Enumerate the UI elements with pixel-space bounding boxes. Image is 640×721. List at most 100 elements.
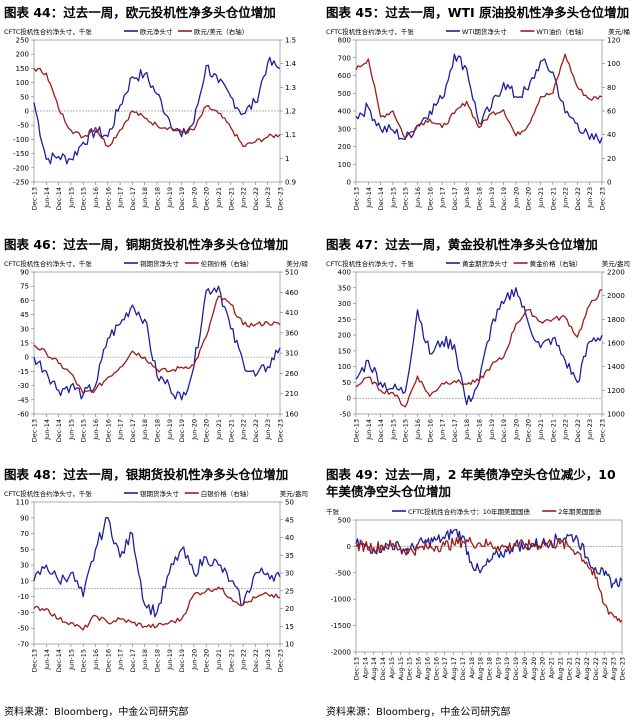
x-tick-label: Jun-21 — [537, 419, 545, 441]
y-tick-label-right: 160 — [285, 411, 298, 419]
x-tick-label: Jun-14 — [365, 419, 373, 441]
y-tick-label-right: 260 — [285, 370, 298, 378]
y-tick-label-left: 100 — [16, 79, 29, 87]
y-tick-label-left: -15 — [18, 368, 29, 376]
x-tick-label: Jun-22 — [240, 187, 248, 209]
chart-panel-47: 图表 47：过去一周，黄金投机性净多头仓位增加 CFTC投机性合约净头寸，千张 美元… — [322, 232, 634, 460]
x-tick-label: Jun-21 — [215, 419, 223, 441]
x-tick-label: Dec-20 — [203, 187, 211, 210]
x-tick-label: Jun-23 — [264, 419, 272, 441]
x-tick-label: Dec-21 — [227, 419, 235, 442]
x-tick-label: Jun-16 — [92, 419, 100, 441]
x-tick-label: Dec-14 — [377, 419, 385, 442]
plot-frame — [33, 271, 281, 415]
x-tick-label: Dec-22 — [252, 649, 260, 672]
chart-panel-49: 图表 49：过去一周，2 年美债净空头仓位减少，10 年美债净空头仓位增加 千张 C… — [322, 462, 634, 694]
x-tick-label: Jun-17 — [439, 419, 447, 441]
legend-entry: CFTC投机性合约净头寸：10年期美国国债 — [408, 507, 531, 516]
y-tick-label-left: 45 — [20, 311, 29, 319]
y-tick-label-left: 0 — [25, 354, 29, 362]
x-tick-label: Jun-18 — [141, 187, 149, 209]
unit-left-label: CFTC投机性合约净头寸，千张 — [4, 27, 92, 36]
y-tick-label-right: 100 — [607, 60, 620, 68]
chart-svg: CFTC投机性合约净头寸，千张 欧元净头寸 欧元/美元（右轴） -250 -200 -15… — [4, 27, 297, 210]
x-tick-label: Dec-14 — [377, 187, 385, 210]
y-tick-label-left: -45 — [18, 396, 29, 404]
x-tick-label: Dec-18 — [476, 187, 484, 210]
unit-left-label: CFTC投机性合约净头寸，千张 — [326, 27, 414, 36]
x-tick-label: Dec-20 — [203, 419, 211, 442]
y-tick-label-right: 360 — [285, 329, 298, 337]
y-tick-label-right: 1200 — [607, 387, 625, 395]
x-tick-label: Jun-14 — [43, 649, 51, 671]
y-tick-label-left: -30 — [18, 609, 29, 617]
y-tick-label-left: 0 — [25, 108, 29, 116]
y-tick-label-left: 50 — [342, 379, 351, 387]
x-tick-label: Dec-13 — [31, 649, 39, 672]
x-tick-label: Aug-21 — [556, 657, 564, 680]
x-tick-label: Jun-20 — [512, 419, 520, 441]
x-tick-label: Aug-22 — [583, 657, 591, 680]
x-tick-label: Jun-14 — [365, 187, 373, 209]
legend-entry: WTI期货净头寸 — [462, 27, 507, 36]
x-tick-label: Dec-22 — [252, 187, 260, 210]
series-line — [33, 56, 281, 165]
x-tick-label: Jun-19 — [488, 419, 496, 441]
x-tick-label: Jun-18 — [463, 187, 471, 209]
chart-title: 图表 44：过去一周，欧元投机性净多头仓位增加 — [4, 5, 276, 20]
x-tick-label: Dec-23 — [619, 657, 627, 680]
x-tick-label: Apr-19 — [494, 657, 502, 678]
unit-right-label: 美元/桶 — [608, 27, 630, 36]
x-tick-label: Dec-13 — [31, 419, 39, 442]
x-tick-label: Jun-19 — [166, 187, 174, 209]
y-tick-label-right: 50 — [285, 499, 294, 507]
y-tick-label-left: -200 — [13, 164, 29, 172]
y-tick-label-right: 20 — [607, 155, 616, 163]
unit-right-label: 美元/盎司 — [280, 489, 308, 498]
x-tick-label: Dec-15 — [406, 657, 414, 680]
x-tick-label: Dec-22 — [592, 657, 600, 680]
series-line — [33, 295, 281, 395]
x-tick-label: Jun-15 — [67, 419, 75, 441]
x-tick-label: Jun-20 — [512, 187, 520, 209]
y-tick-label-left: 250 — [16, 37, 29, 45]
x-tick-label: Aug-14 — [370, 657, 378, 680]
y-tick-label-left: -1500 — [331, 622, 351, 630]
y-tick-label-left: 110 — [16, 499, 29, 507]
x-tick-label: Dec-19 — [500, 187, 508, 210]
x-tick-label: Jun-17 — [117, 649, 125, 671]
x-tick-label: Dec-17 — [459, 657, 467, 680]
x-tick-label: Jun-16 — [414, 187, 422, 209]
y-tick-label-left: 400 — [338, 269, 351, 277]
series-line — [33, 516, 281, 618]
y-tick-label-left: 50 — [20, 546, 29, 554]
series-line — [355, 289, 603, 408]
x-tick-label: Dec-16 — [426, 419, 434, 442]
y-tick-label-left: -50 — [18, 625, 29, 633]
x-tick-label: Dec-18 — [154, 419, 162, 442]
x-tick-label: Jun-21 — [215, 187, 223, 209]
legend-entry: 白银价格（右轴） — [201, 489, 253, 498]
y-tick-label-left: 800 — [338, 37, 351, 45]
y-tick-label-left: 100 — [338, 161, 351, 169]
y-tick-label-left: 200 — [338, 332, 351, 340]
x-tick-label: Jun-19 — [488, 187, 496, 209]
x-tick-label: Dec-22 — [574, 187, 582, 210]
y-tick-label-left: -60 — [18, 411, 29, 419]
plot-frame — [355, 519, 623, 653]
chart-svg: CFTC投机性合约净头寸，千张 美元/桶 WTI期货净头寸 WTI油价（右轴） 0 100… — [326, 27, 630, 210]
y-tick-label-right: 40 — [285, 534, 294, 542]
y-tick-label-left: 10 — [20, 577, 29, 585]
x-tick-label: Dec-17 — [451, 419, 459, 442]
y-tick-label-right: 1.3 — [285, 84, 296, 92]
x-tick-label: Dec-19 — [178, 649, 186, 672]
y-tick-label-right: 1 — [285, 155, 289, 163]
y-tick-label-right: 0 — [607, 179, 611, 187]
y-tick-label-left: 200 — [338, 143, 351, 151]
x-tick-label: Dec-20 — [525, 419, 533, 442]
series-line — [33, 67, 281, 148]
y-tick-label-left: 70 — [20, 530, 29, 538]
x-tick-label: Jun-23 — [264, 649, 272, 671]
source-note-left: 资料来源：Bloomberg，中金公司研究部 — [4, 707, 189, 718]
y-tick-label-left: 30 — [20, 562, 29, 570]
